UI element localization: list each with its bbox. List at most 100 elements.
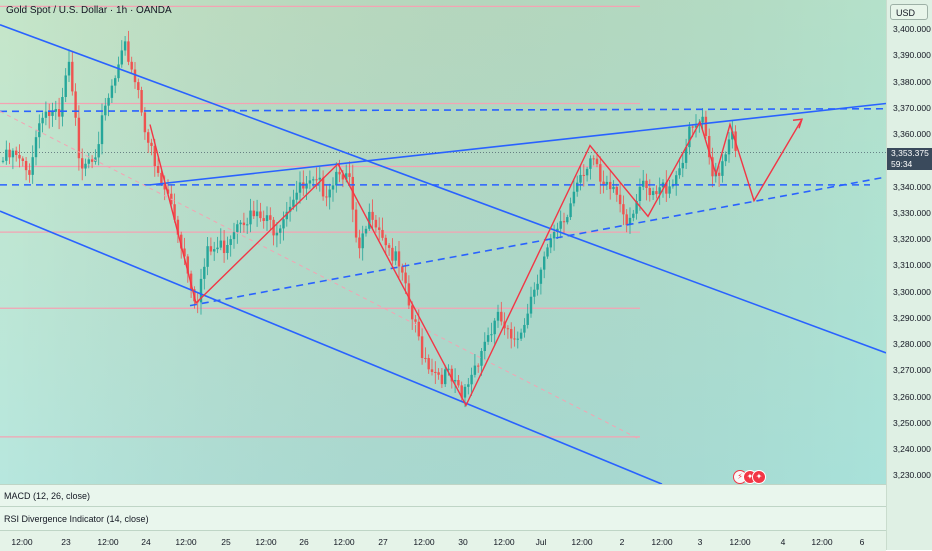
trendline[interactable] bbox=[0, 107, 886, 113]
candle-body bbox=[589, 158, 592, 169]
chart-canvas[interactable] bbox=[0, 0, 886, 484]
candle-body bbox=[645, 180, 648, 189]
candle-body bbox=[11, 150, 15, 158]
candle-body bbox=[104, 105, 107, 116]
price-tick-label: 3,320.000 bbox=[893, 234, 931, 244]
candle-body bbox=[655, 191, 658, 195]
time-tick-label: 26 bbox=[299, 537, 309, 547]
zigzag-projection[interactable] bbox=[149, 118, 803, 407]
candle-body bbox=[345, 173, 348, 180]
candle-body bbox=[701, 116, 704, 123]
rsi-label[interactable]: RSI Divergence Indicator (14, close) bbox=[4, 514, 149, 524]
candle-body bbox=[562, 221, 566, 223]
time-tick-label: 24 bbox=[141, 537, 151, 547]
candle-body bbox=[668, 186, 671, 194]
candle-body bbox=[546, 247, 549, 257]
candle-body bbox=[54, 109, 57, 112]
symbol-title[interactable]: Gold Spot / U.S. Dollar · 1h · OANDA bbox=[6, 5, 172, 16]
candle-body bbox=[566, 217, 569, 223]
time-tick-label: 25 bbox=[221, 537, 231, 547]
candle-body bbox=[1, 160, 5, 162]
price-tick-label: 3,230.000 bbox=[893, 470, 931, 481]
candle-body bbox=[48, 111, 51, 116]
time-tick-label: 12:00 bbox=[175, 537, 197, 547]
candle-body bbox=[315, 179, 318, 181]
candle-body bbox=[8, 149, 11, 158]
candle-body bbox=[387, 245, 391, 248]
candle-body bbox=[414, 319, 417, 322]
candle-body bbox=[236, 224, 239, 233]
candle-body bbox=[602, 181, 605, 185]
candle-body bbox=[500, 311, 503, 322]
price-tick-label: 3,400.000 bbox=[893, 24, 931, 34]
candle-body bbox=[658, 187, 661, 195]
macd-pane[interactable]: MACD (12, 26, close) bbox=[0, 484, 886, 507]
candle-body bbox=[71, 61, 74, 92]
candle-body bbox=[341, 174, 345, 180]
candle-body bbox=[206, 246, 209, 267]
trendline[interactable] bbox=[149, 102, 886, 186]
current-price-value: 3,353.375 bbox=[891, 148, 929, 158]
candle-body bbox=[595, 158, 599, 165]
candle-body bbox=[335, 171, 338, 186]
price-tick-label: 3,310.000 bbox=[893, 260, 931, 271]
candle-body bbox=[632, 213, 635, 218]
candle-body bbox=[576, 182, 579, 192]
candle-body bbox=[404, 272, 407, 284]
candle-body bbox=[229, 239, 232, 245]
candle-body bbox=[727, 139, 731, 155]
candle-body bbox=[331, 185, 335, 190]
candle-body bbox=[506, 328, 510, 330]
candle-body bbox=[305, 183, 308, 189]
currency-selector[interactable]: USD bbox=[890, 4, 928, 20]
candle-body bbox=[526, 313, 529, 325]
candle-body bbox=[180, 234, 183, 249]
candle-body bbox=[371, 211, 374, 220]
candle-body bbox=[77, 117, 81, 159]
candle-body bbox=[259, 211, 262, 219]
candle-body bbox=[430, 369, 434, 372]
time-tick-label: 12:00 bbox=[493, 537, 515, 547]
candle-body bbox=[127, 41, 130, 62]
candle-body bbox=[31, 157, 34, 175]
bar-countdown: 59:34 bbox=[891, 159, 913, 169]
time-tick-label: 12:00 bbox=[651, 537, 673, 547]
candle-body bbox=[407, 283, 411, 306]
candle-body bbox=[536, 283, 539, 290]
candle-body bbox=[308, 180, 312, 184]
candle-body bbox=[87, 159, 90, 164]
macd-label[interactable]: MACD (12, 26, close) bbox=[4, 491, 91, 501]
candle-body bbox=[262, 218, 265, 222]
candle-body bbox=[364, 228, 368, 234]
candle-body bbox=[721, 161, 724, 176]
candle-body bbox=[123, 41, 127, 51]
candle-body bbox=[665, 182, 668, 194]
price-tick-label: 3,240.000 bbox=[893, 444, 931, 454]
trendline[interactable] bbox=[189, 176, 886, 307]
candle-body bbox=[137, 82, 140, 91]
rsi-pane[interactable]: RSI Divergence Indicator (14, close) bbox=[0, 506, 886, 531]
candle-body bbox=[160, 172, 163, 184]
candle-body bbox=[457, 379, 460, 386]
trendline[interactable] bbox=[0, 23, 886, 354]
time-axis[interactable]: 12:00 23 12:00 24 12:00 25 12:00 26 12:00 27 12:00… bbox=[0, 530, 886, 551]
candle-body bbox=[246, 224, 249, 226]
candle-body bbox=[539, 269, 543, 284]
price-chart[interactable]: Gold Spot / U.S. Dollar · 1h · OANDA ⚡ ✦… bbox=[0, 0, 886, 484]
candle-body bbox=[318, 177, 321, 180]
candle-body bbox=[41, 117, 44, 124]
candle-body bbox=[28, 170, 31, 175]
candle-body bbox=[57, 109, 61, 117]
candle-body bbox=[239, 222, 242, 225]
candle-body bbox=[549, 238, 552, 248]
us-flag-icon[interactable]: ✦ bbox=[752, 470, 766, 484]
candle-body bbox=[133, 69, 137, 83]
candle-body bbox=[114, 78, 117, 86]
price-tick-label: 3,330.000 bbox=[893, 207, 931, 218]
candle-body bbox=[708, 136, 711, 158]
price-tick-label: 3,340.000 bbox=[893, 181, 931, 192]
trendline[interactable] bbox=[0, 210, 663, 484]
candle-body bbox=[285, 211, 288, 220]
time-tick-label: 27 bbox=[378, 537, 388, 547]
price-axis[interactable] bbox=[886, 0, 932, 550]
